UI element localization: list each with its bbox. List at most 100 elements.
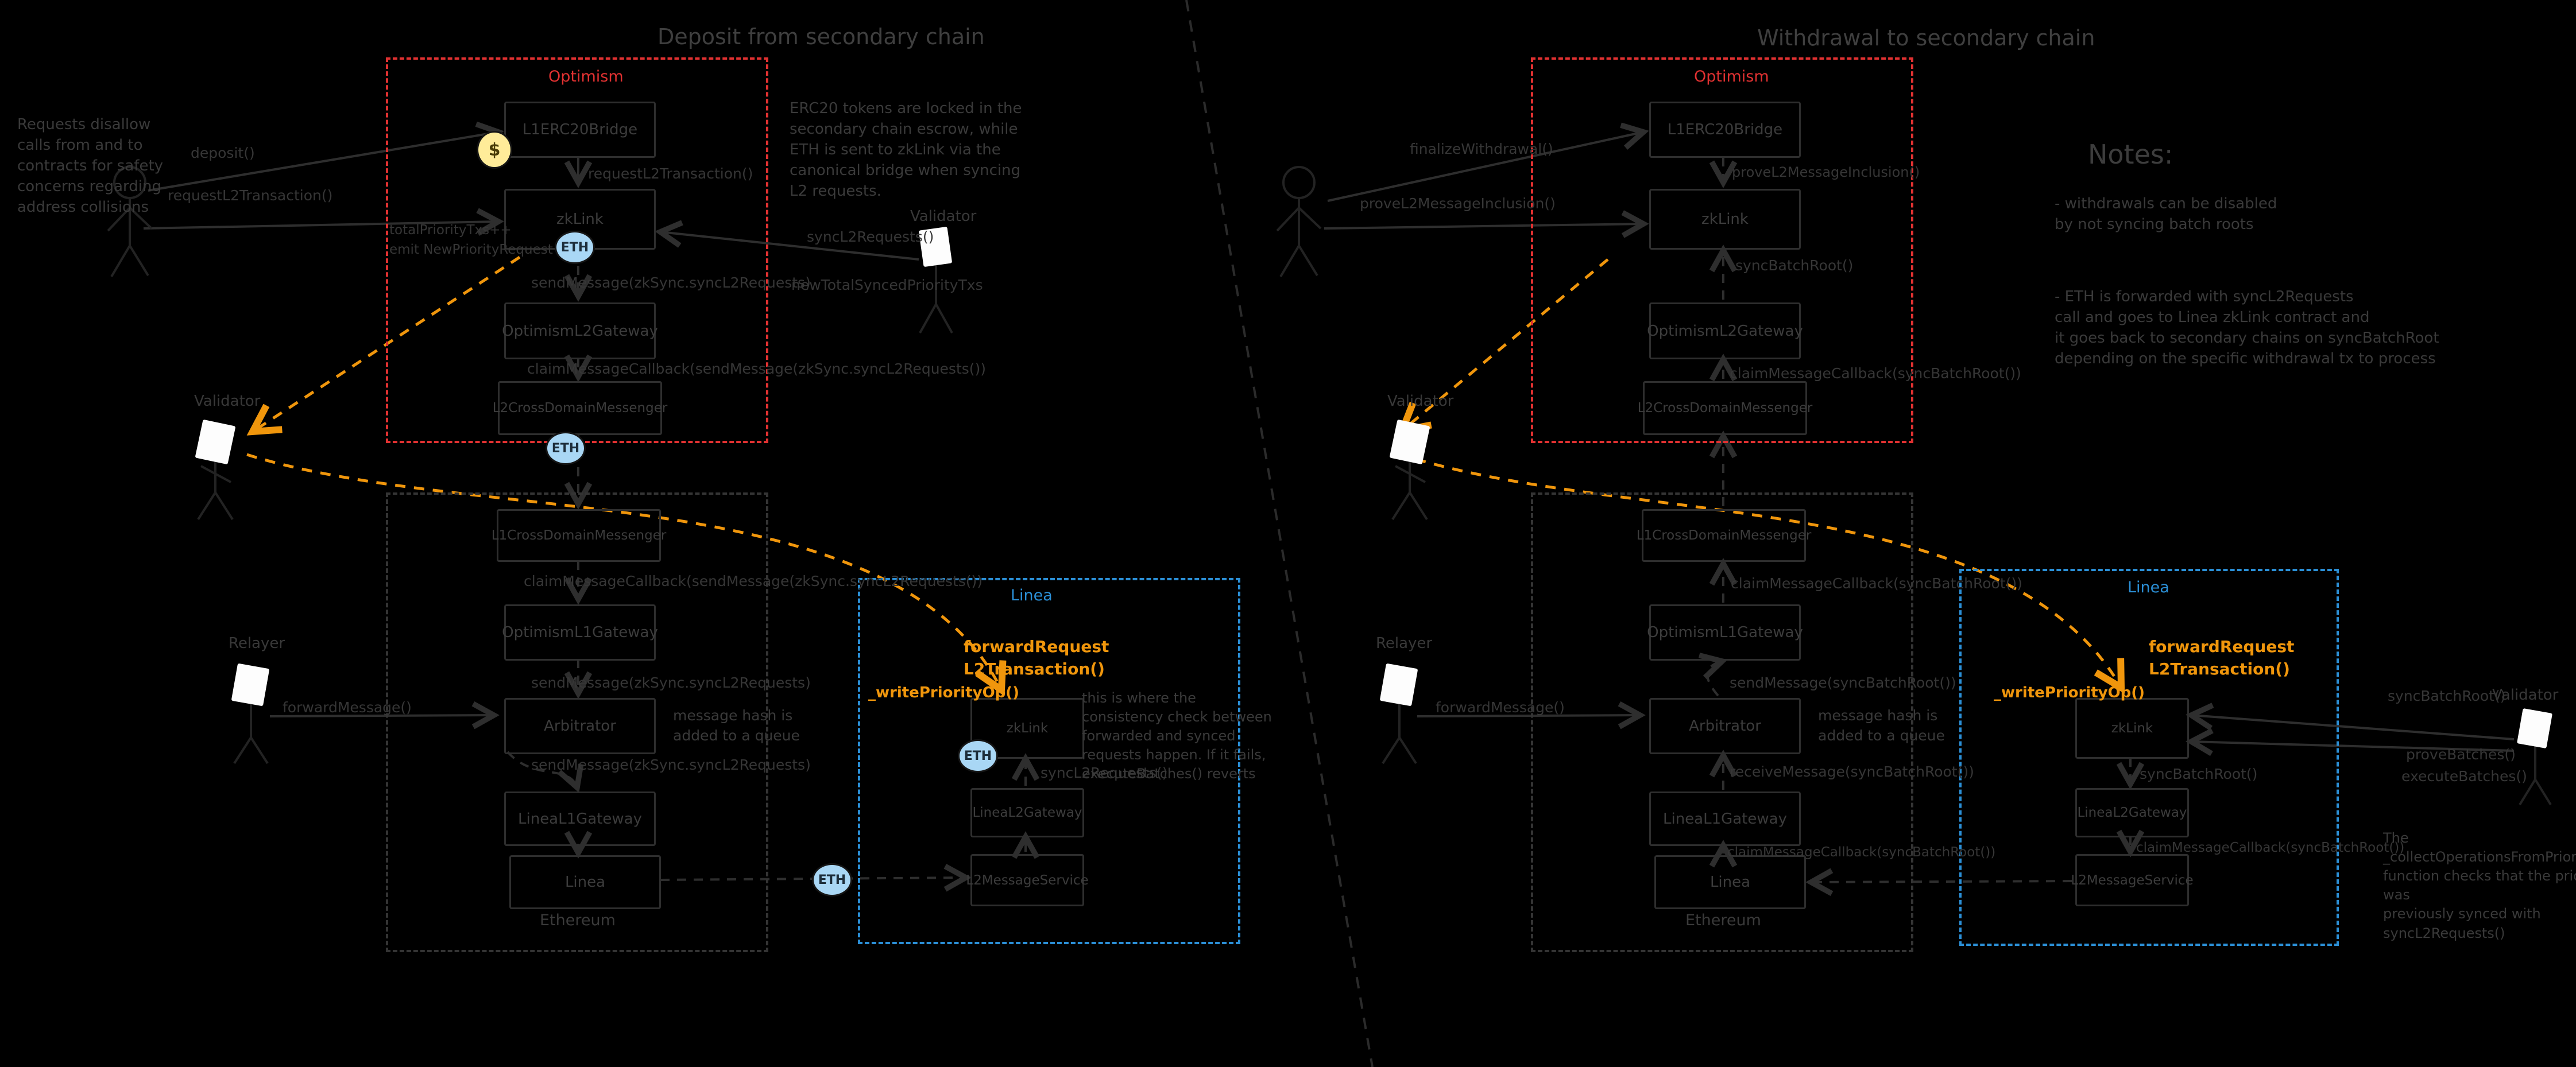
label-claim-cb-sbr-l2: claimMessageCallback(syncBatchRoot()) xyxy=(1730,365,2021,382)
node-zklink-optimism-right: zkLink xyxy=(1649,189,1801,250)
label-send-message-linea: sendMessage(zkSync.syncL2Requests) xyxy=(531,756,811,773)
region-linea-left xyxy=(858,578,1240,944)
note-withdrawals-disabled: - withdrawals can be disabled by not syn… xyxy=(2055,195,2277,233)
arrow-forward-message-r xyxy=(1417,715,1640,716)
label-sync-l2-requests: syncL2Requests() xyxy=(807,228,934,245)
label-request-l2-tx: requestL2Transaction() xyxy=(588,165,753,182)
label-receive-message-sbr: receiveMessage(syncBatchRoot()) xyxy=(1730,763,1974,780)
validator-label-right-mid: Validator xyxy=(1387,393,1454,410)
label-execute-batches: executeBatches() xyxy=(2401,768,2527,785)
notes-heading: Notes: xyxy=(2088,139,2173,170)
node-linea-l2-gateway-left: LineaL2Gateway xyxy=(970,788,1084,837)
label-sync-batch-root-linea: syncBatchRoot() xyxy=(2140,766,2258,782)
eth-badge: ETH xyxy=(958,739,998,773)
validator-label-far-right: Validator xyxy=(2492,686,2559,704)
note-message-hash: message hash is added to a queue xyxy=(673,707,800,744)
divider-line xyxy=(1185,0,1374,1067)
relayer-card xyxy=(1379,663,1418,707)
node-l1-cross-domain-messenger-left: L1CrossDomainMessenger xyxy=(492,509,666,562)
arrow-prove-inclusion-user xyxy=(1324,224,1643,228)
label-claim-message-callback: claimMessageCallback(sendMessage(zkSync.… xyxy=(527,360,987,377)
region-ethereum-left xyxy=(386,492,768,952)
label-claim-message-callback-l1: claimMessageCallback(sendMessage(zkSync.… xyxy=(524,573,983,589)
label-forward-request-right: forwardRequest L2Transaction() xyxy=(2149,637,2295,678)
relayer-icon xyxy=(1382,703,1417,765)
validator-icon xyxy=(2519,746,2552,806)
arrow-arb-up-to-l1gw xyxy=(1707,661,1722,697)
validator-card xyxy=(2517,708,2552,749)
node-zklink-linea-right: zkLink xyxy=(2075,698,2189,759)
label-new-total-synced: newTotalSyncedPriorityTxs xyxy=(791,277,983,293)
label-write-priority-op: _writePriorityOp() xyxy=(868,684,1020,701)
arrow-l2ms-to-linea-node xyxy=(1811,881,2072,882)
note-requests-disallow: Requests disallow calls from and to cont… xyxy=(17,116,164,216)
relayer-label-right: Relayer xyxy=(1376,635,1433,652)
validator-icon xyxy=(919,264,953,333)
arrow-arbitrator-to-lineagw xyxy=(506,751,577,787)
node-linea-l2-gateway-right: LineaL2Gateway xyxy=(2075,788,2189,837)
page-title-withdrawal: Withdrawal to secondary chain xyxy=(1757,25,2095,51)
arrow-deposit xyxy=(148,132,498,192)
validator-icon xyxy=(1391,459,1428,521)
region-label-linea-left: Linea xyxy=(1011,587,1053,604)
node-zklink-linea-left: zkLink xyxy=(970,698,1084,759)
node-l1erc20bridge-left: L1ERC20Bridge xyxy=(504,102,656,158)
label-emit-new-priority-request: emit NewPriorityRequest xyxy=(389,242,553,257)
region-ethereum-right xyxy=(1531,492,1913,952)
label-forward-message-right: forwardMessage() xyxy=(1436,699,1565,716)
dollar-badge: $ xyxy=(477,131,512,169)
region-label-optimism-right: Optimism xyxy=(1694,68,1769,86)
validator-label-left-mid: Validator xyxy=(194,393,261,410)
note-erc20-locked: ERC20 tokens are locked in the secondary… xyxy=(790,100,1022,200)
region-label-ethereum-right: Ethereum xyxy=(1685,911,1761,929)
relayer-card xyxy=(231,663,270,707)
label-deposit: deposit() xyxy=(191,145,255,161)
validator-icon xyxy=(197,459,234,521)
node-l2-cross-domain-messenger-left: L2CrossDomainMessenger xyxy=(493,381,667,435)
node-optimism-l2-gateway-right: OptimismL2Gateway xyxy=(1647,302,1803,359)
node-linea-l1-gateway-left: LineaL1Gateway xyxy=(504,791,656,846)
label-claim-cb-sbr-l1: claimMessageCallback(syncBatchRoot()) xyxy=(1731,575,2022,592)
node-l2-message-service-right: L2MessageService xyxy=(2071,854,2194,906)
relayer-icon xyxy=(233,703,269,765)
node-l2-message-service-left: L2MessageService xyxy=(966,854,1089,906)
label-prove-inclusion: proveL2MessageInclusion() xyxy=(1732,164,1920,180)
note-collect-ops: The _collectOperationsFromPriorityQueue … xyxy=(2383,830,2576,941)
note-message-hash-right: message hash is added to a queue xyxy=(1818,707,1945,744)
node-l1-cross-domain-messenger-right: L1CrossDomainMessenger xyxy=(1637,509,1811,562)
relayer-label-left: Relayer xyxy=(229,635,285,652)
label-total-priority-txs: totalPriorityTxs++ xyxy=(389,223,512,238)
eth-badge: ETH xyxy=(555,231,595,264)
node-optimism-l1-gateway-right: OptimismL1Gateway xyxy=(1647,604,1803,661)
label-request-l2-tx-user: requestL2Transaction() xyxy=(168,187,333,204)
arrow-validator-sync xyxy=(660,232,919,261)
user-icon xyxy=(1276,166,1322,278)
note-consistency-check: this is where the consistency check betw… xyxy=(1082,690,1272,782)
region-label-optimism-left: Optimism xyxy=(548,68,624,86)
region-linea-right xyxy=(1959,569,2339,946)
node-arbitrator-left: Arbitrator xyxy=(504,698,656,754)
region-label-ethereum-left: Ethereum xyxy=(540,911,616,929)
label-finalize-withdrawal: finalizeWithdrawal() xyxy=(1410,141,1553,157)
validator-label-left-diagram: Validator xyxy=(910,208,977,225)
label-sync-batch-root-op: syncBatchRoot() xyxy=(1735,257,1854,274)
label-forward-message: forwardMessage() xyxy=(283,699,412,716)
eth-badge: ETH xyxy=(546,432,586,465)
label-send-message-l1: sendMessage(zkSync.syncL2Requests) xyxy=(531,674,811,691)
label-sync-l2-requests-linea: syncL2Requests() xyxy=(1041,765,1168,781)
label-claim-cb-sbr-linea: claimMessageCallback(syncBatchRoot()) xyxy=(1727,845,1996,860)
label-write-priority-op-right: _writePriorityOp() xyxy=(1994,684,2145,701)
node-l2-cross-domain-messenger-right: L2CrossDomainMessenger xyxy=(1638,381,1812,435)
label-prove-inclusion-user: proveL2MessageInclusion() xyxy=(1360,195,1556,212)
region-optimism-right xyxy=(1531,57,1913,443)
arrow-request-l2-tx-user xyxy=(143,222,498,228)
node-arbitrator-right: Arbitrator xyxy=(1649,698,1801,754)
arrow-finalize-withdrawal xyxy=(1327,132,1643,202)
label-claim-cb-sbr-lineal2: claimMessageCallback(syncBatchRoot()) xyxy=(2136,840,2405,855)
label-prove-batches: proveBatches() xyxy=(2406,746,2516,763)
node-optimism-l1-gateway-left: OptimismL1Gateway xyxy=(502,604,658,661)
page-title-deposit: Deposit from secondary chain xyxy=(657,24,985,49)
node-l1erc20bridge-right: L1ERC20Bridge xyxy=(1649,102,1801,158)
node-optimism-l2-gateway-left: OptimismL2Gateway xyxy=(502,302,658,359)
